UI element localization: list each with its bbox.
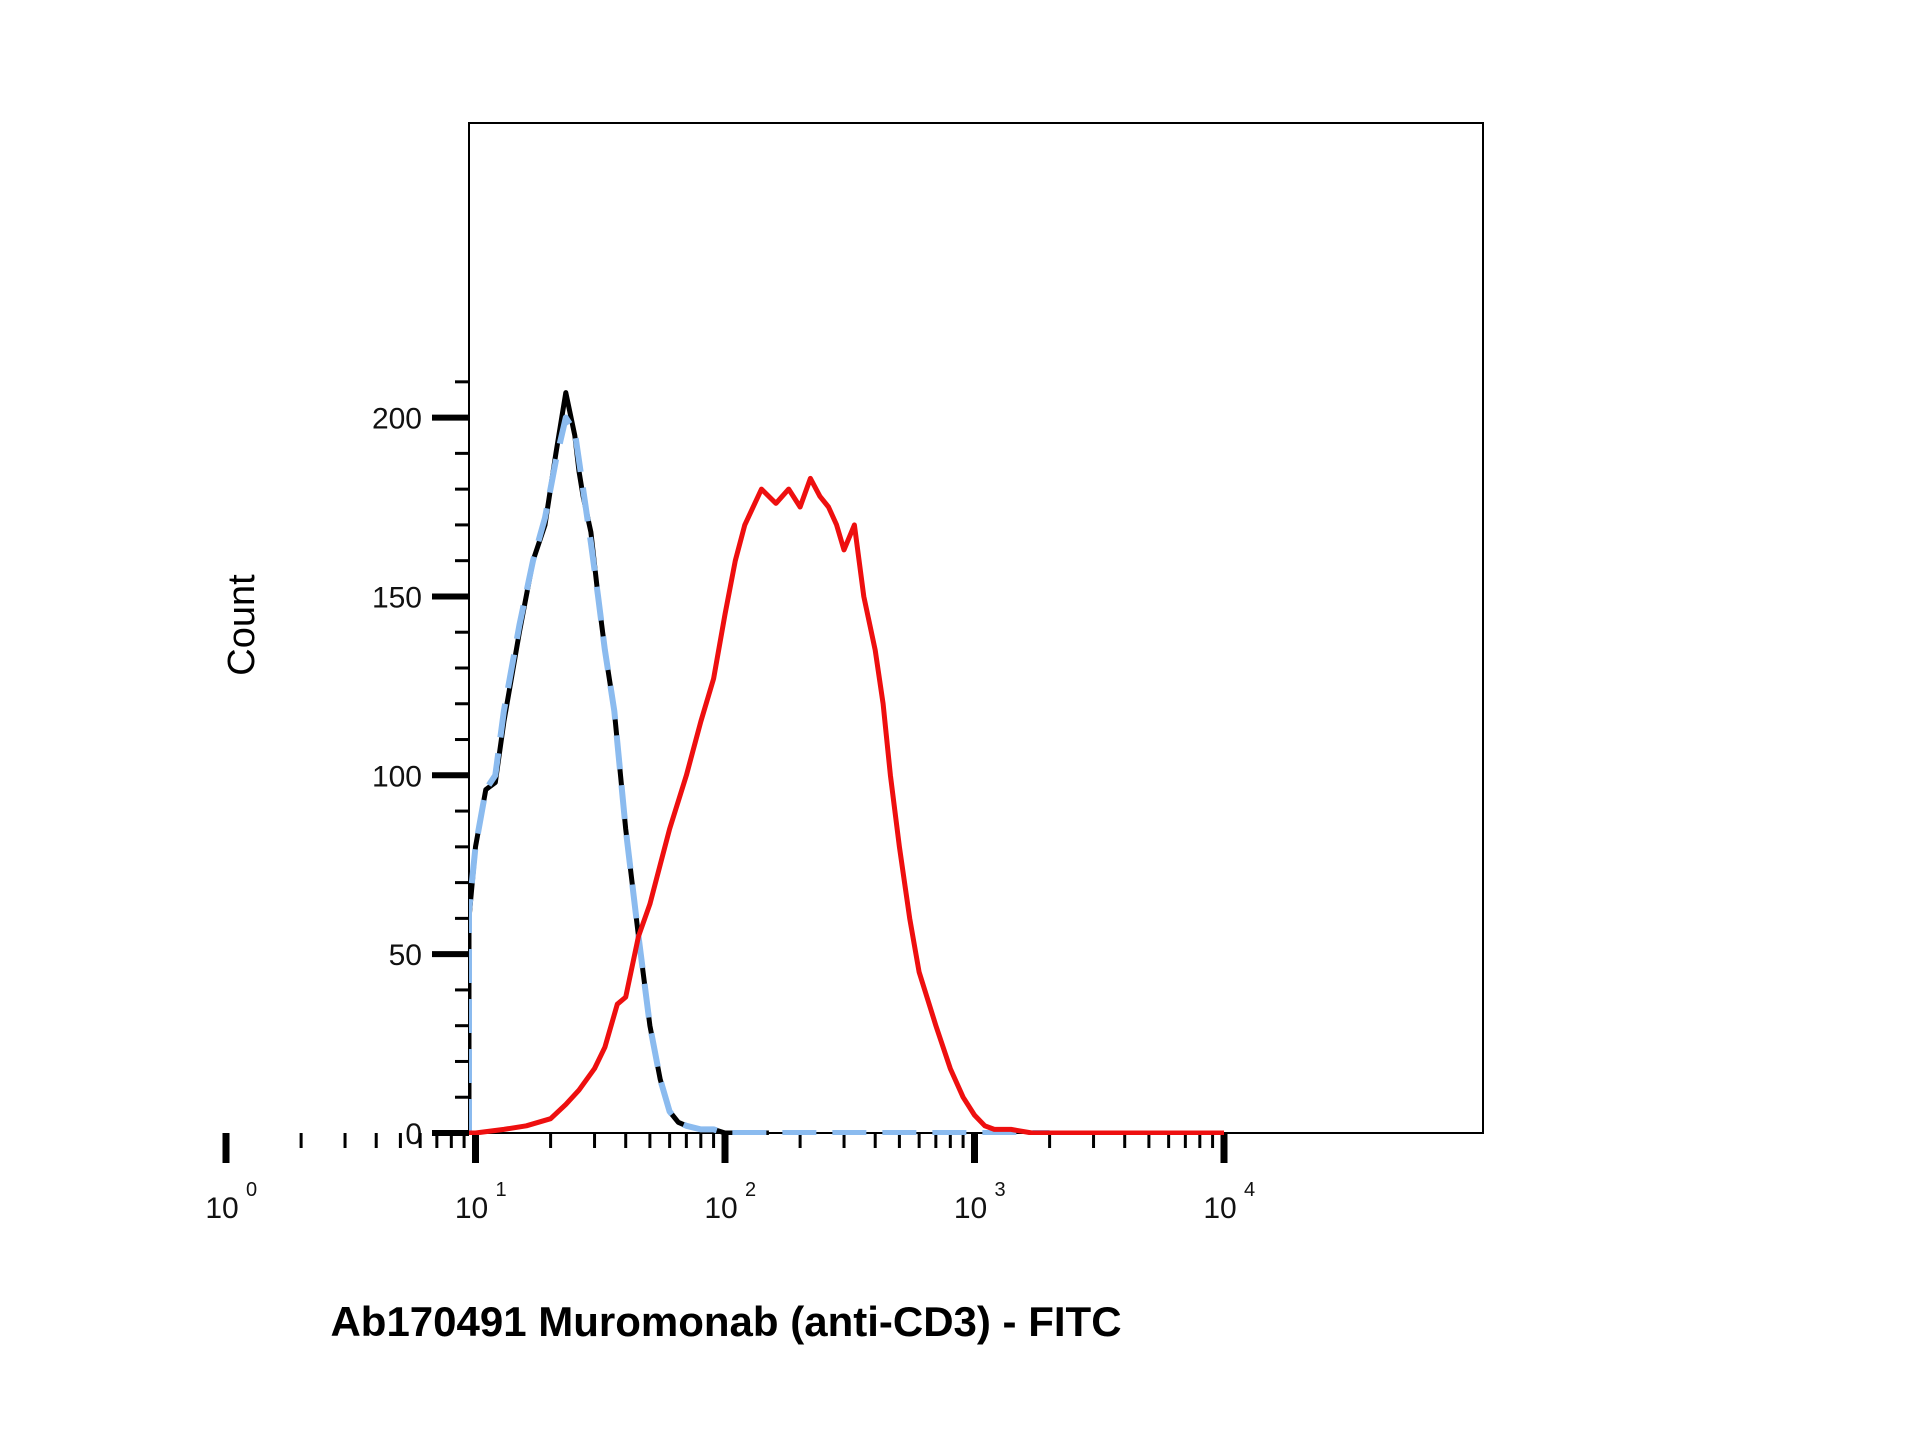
- x-axis: 10 0 10 1 10 2 10 3 10 4: [205, 1133, 1255, 1225]
- x-tick-label: 10: [455, 1192, 488, 1225]
- plot-frame: [468, 122, 1484, 1134]
- x-axis-title: Ab170491 Muromonab (anti-CD3) - FITC: [330, 1298, 1121, 1345]
- x-tick-exponent: 1: [496, 1179, 507, 1201]
- series-line-2: [469, 414, 1050, 1135]
- series-layer: [469, 390, 1224, 1135]
- x-tick-exponent: 0: [246, 1179, 257, 1201]
- x-tick-exponent: 3: [995, 1179, 1006, 1201]
- y-tick-label: 200: [372, 403, 422, 436]
- x-tick-exponent: 2: [745, 1179, 756, 1201]
- x-tick-label: 10: [1203, 1192, 1236, 1225]
- y-tick-label: 100: [372, 760, 422, 793]
- x-tick-label: 10: [205, 1192, 238, 1225]
- y-tick-label: 50: [389, 939, 422, 972]
- y-axis-title: Count: [221, 574, 263, 676]
- x-tick-exponent: 4: [1244, 1179, 1255, 1201]
- y-tick-label: 0: [405, 1118, 422, 1151]
- series-line-1: [469, 390, 769, 1135]
- y-axis: 0 50 100 150 200: [372, 380, 469, 1151]
- x-tick-label: 10: [954, 1192, 987, 1225]
- series-line-3: [469, 475, 1224, 1135]
- x-tick-label: 10: [704, 1192, 737, 1225]
- y-tick-label: 150: [372, 581, 422, 614]
